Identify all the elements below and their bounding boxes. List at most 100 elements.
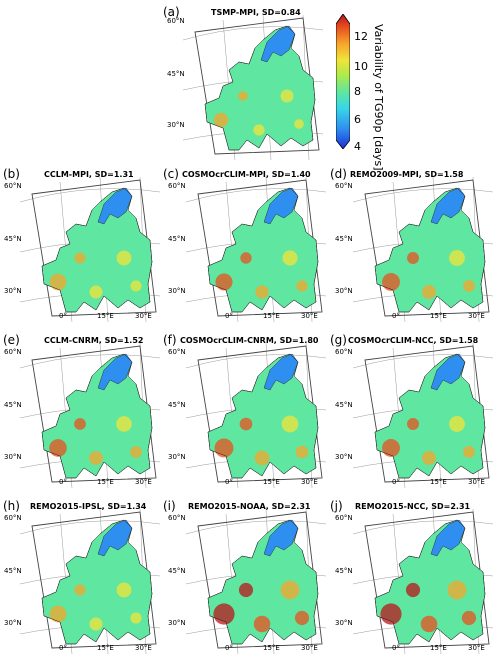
map-panel-i: (i) REMO2015-NOAA, SD=2.31 60°N 45°N 30°… (163, 494, 331, 658)
lat-label-45: 45°N (168, 235, 186, 243)
map-area (185, 342, 327, 489)
lat-label-30: 30°N (335, 619, 353, 627)
lat-label-60: 60°N (335, 514, 353, 522)
map-panel-b: (b) CCLM-MPI, SD=1.31 60°N 45°N 30°N 0° … (0, 162, 165, 327)
panel-letter: (h) (3, 499, 20, 513)
lat-label-60: 60°N (335, 348, 353, 356)
map-panel-j: (j) REMO2015-NCC, SD=2.31 60°N 45°N 30°N… (330, 494, 498, 658)
lat-label-45: 45°N (4, 235, 22, 243)
panel-letter: (e) (3, 333, 20, 347)
panel-letter: (c) (163, 167, 179, 181)
lon-label-0: 0° (59, 478, 67, 486)
lat-label-30: 30°N (4, 619, 22, 627)
lon-label-30e: 30°E (468, 644, 485, 652)
lat-label-45: 45°N (168, 567, 186, 575)
lat-label-60: 60°N (168, 514, 186, 522)
lat-label-30: 30°N (4, 287, 22, 295)
lat-label-60: 60°N (4, 348, 22, 356)
panel-letter: (d) (330, 167, 347, 181)
lat-label-60: 60°N (167, 17, 185, 25)
panel-letter: (b) (3, 167, 20, 181)
panel-title: CCLM-CNRM, SD=1.52 (44, 336, 144, 345)
lat-label-60: 60°N (168, 348, 186, 356)
lat-label-30: 30°N (4, 453, 22, 461)
map-area (352, 342, 494, 489)
lat-label-60: 60°N (335, 182, 353, 190)
map-panel-f: (f) COSMOcrCLIM-CNRM, SD=1.80 60°N 45°N … (163, 328, 331, 493)
colorbar-tick-8: 8 (354, 85, 361, 98)
lon-label-0: 0° (59, 644, 67, 652)
colorbar-label: Variability of TG90p [days] (372, 24, 385, 171)
lat-label-60: 60°N (4, 514, 22, 522)
map-panel-g: (g) COSMOcrCLIM-NCC, SD=1.58 60°N 45°N 3… (330, 328, 498, 493)
lon-label-15e: 15°E (430, 478, 447, 486)
lon-label-15e: 15°E (430, 312, 447, 320)
lon-label-15e: 15°E (97, 312, 114, 320)
lon-label-0: 0° (59, 312, 67, 320)
colorbar-tick-4: 4 (354, 140, 361, 153)
lat-label-30: 30°N (167, 121, 185, 129)
lon-label-15e: 15°E (97, 478, 114, 486)
lon-label-15e: 15°E (263, 312, 280, 320)
lon-label-0: 0° (225, 312, 233, 320)
lat-label-30: 30°N (168, 287, 186, 295)
lon-label-30e: 30°E (301, 312, 318, 320)
lat-label-30: 30°N (168, 453, 186, 461)
lat-label-45: 45°N (168, 401, 186, 409)
lon-label-30e: 30°E (135, 312, 152, 320)
panel-letter: (f) (163, 333, 177, 347)
map-area (19, 342, 161, 489)
panel-letter: (i) (163, 499, 176, 513)
lon-label-0: 0° (225, 644, 233, 652)
lon-label-30e: 30°E (468, 312, 485, 320)
map-panel-a: (a) TSMP-MPI, SD=0.84 60°N 45°N 30°N (163, 0, 333, 165)
lon-label-0: 0° (392, 644, 400, 652)
panel-title: COSMOcrCLIM-NCC, SD=1.58 (348, 336, 479, 345)
map-area (182, 14, 324, 161)
map-area (352, 176, 494, 323)
lon-label-30e: 30°E (135, 644, 152, 652)
lat-label-30: 30°N (168, 619, 186, 627)
colorbar-bar (336, 14, 350, 149)
lon-label-30e: 30°E (301, 644, 318, 652)
lat-label-30: 30°N (335, 453, 353, 461)
colorbar-tick-6: 6 (354, 113, 361, 126)
lon-label-0: 0° (392, 312, 400, 320)
map-area (19, 176, 161, 323)
panel-letter: (a) (163, 5, 180, 19)
map-area (19, 508, 161, 655)
panel-letter: (g) (330, 333, 347, 347)
map-panel-e: (e) CCLM-CNRM, SD=1.52 60°N 45°N 30°N 0°… (0, 328, 165, 493)
panel-title: REMO2015-IPSL, SD=1.34 (30, 502, 147, 511)
panel-title: REMO2009-MPI, SD=1.58 (350, 170, 464, 179)
lat-label-45: 45°N (335, 567, 353, 575)
lon-label-15e: 15°E (263, 478, 280, 486)
lon-label-30e: 30°E (301, 478, 318, 486)
lon-label-15e: 15°E (97, 644, 114, 652)
lon-label-15e: 15°E (430, 644, 447, 652)
panel-title: TSMP-MPI, SD=0.84 (211, 8, 301, 17)
map-area (352, 508, 494, 655)
lat-label-30: 30°N (335, 287, 353, 295)
lon-label-15e: 15°E (263, 644, 280, 652)
lon-label-0: 0° (392, 478, 400, 486)
panel-title: REMO2015-NCC, SD=2.31 (355, 502, 471, 511)
colorbar-tick-10: 10 (354, 60, 368, 73)
lat-label-45: 45°N (4, 567, 22, 575)
lon-label-0: 0° (225, 478, 233, 486)
panel-title: REMO2015-NOAA, SD=2.31 (188, 502, 311, 511)
map-panel-d: (d) REMO2009-MPI, SD=1.58 60°N 45°N 30°N… (330, 162, 498, 327)
panel-title: COSMOcrCLIM-MPI, SD=1.40 (182, 170, 311, 179)
lat-label-45: 45°N (335, 401, 353, 409)
panel-title: CCLM-MPI, SD=1.31 (44, 170, 134, 179)
lat-label-45: 45°N (335, 235, 353, 243)
lon-label-30e: 30°E (135, 478, 152, 486)
panel-title: COSMOcrCLIM-CNRM, SD=1.80 (180, 336, 319, 345)
map-area (185, 508, 327, 655)
lat-label-45: 45°N (167, 70, 185, 78)
map-panel-h: (h) REMO2015-IPSL, SD=1.34 60°N 45°N 30°… (0, 494, 165, 658)
panel-letter: (j) (330, 499, 343, 513)
colorbar-tick-12: 12 (354, 30, 368, 43)
lon-label-30e: 30°E (468, 478, 485, 486)
lat-label-45: 45°N (4, 401, 22, 409)
